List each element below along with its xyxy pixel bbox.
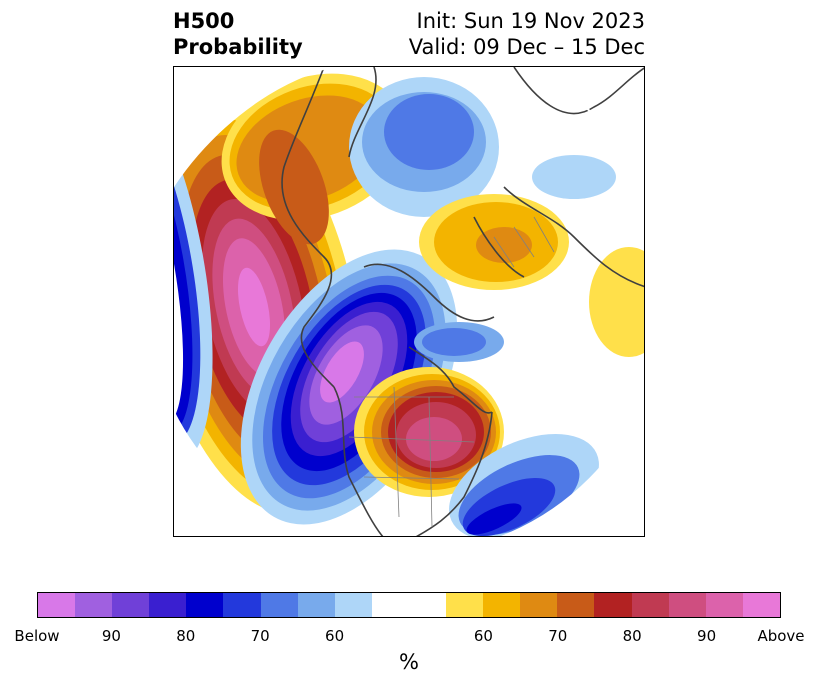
colorbar-tick-label: Below xyxy=(14,627,60,645)
colorbar-tick-label: 90 xyxy=(697,627,717,645)
colorbar-tick-label: 70 xyxy=(250,627,270,645)
colorbar-segment xyxy=(149,593,187,617)
colorbar-segment xyxy=(223,593,261,617)
title-quantity: Probability xyxy=(173,35,303,59)
colorbar-tick-label: 90 xyxy=(101,627,121,645)
colorbar-segment xyxy=(742,593,780,617)
colorbar-tick-label: 60 xyxy=(325,627,345,645)
borders xyxy=(348,216,555,528)
coastlines xyxy=(281,67,644,536)
colorbar-tick-label: Above xyxy=(757,627,805,645)
title-left: H500 Probability xyxy=(173,8,303,60)
colorbar-segment xyxy=(557,593,595,617)
colorbar-segment xyxy=(186,593,224,617)
colorbar-segment xyxy=(520,593,558,617)
map-corner-sw xyxy=(174,427,305,536)
colorbar-tick-label: 80 xyxy=(622,627,642,645)
colorbar-segment xyxy=(75,593,113,617)
colorbar-segment xyxy=(38,593,76,617)
colorbar-segment xyxy=(297,593,335,617)
title-variable: H500 xyxy=(173,9,235,33)
colorbar-segment xyxy=(594,593,632,617)
init-date: Init: Sun 19 Nov 2023 xyxy=(416,9,645,33)
map-corner-nw xyxy=(174,67,334,187)
colorbar-segment xyxy=(631,593,669,617)
colorbar-segment xyxy=(446,593,484,617)
anomaly-arctic-below xyxy=(349,77,616,362)
map-corner-se xyxy=(513,449,644,536)
colorbar-segment xyxy=(668,593,706,617)
colorbar-segment xyxy=(483,593,521,617)
anomaly-fields xyxy=(174,69,644,536)
colorbar-segment xyxy=(334,593,372,617)
colorbar-segment xyxy=(260,593,298,617)
probability-map xyxy=(173,66,645,537)
valid-range: Valid: 09 Dec – 15 Dec xyxy=(408,35,645,59)
anomaly-europe-above xyxy=(419,194,644,357)
colorbar-tick-label: 80 xyxy=(176,627,196,645)
colorbar-tick-label: 60 xyxy=(473,627,493,645)
anomaly-east-above xyxy=(354,367,504,497)
colorbar-segment xyxy=(705,593,743,617)
colorbar-unit: % xyxy=(399,650,419,674)
title-right: Init: Sun 19 Nov 2023 Valid: 09 Dec – 15… xyxy=(409,8,645,60)
colorbar-segment xyxy=(112,593,150,617)
colorbar-segment-near-normal xyxy=(371,593,447,617)
colorbar-tick-label: 70 xyxy=(548,627,568,645)
map-canvas xyxy=(174,67,644,536)
colorbar xyxy=(37,592,781,618)
